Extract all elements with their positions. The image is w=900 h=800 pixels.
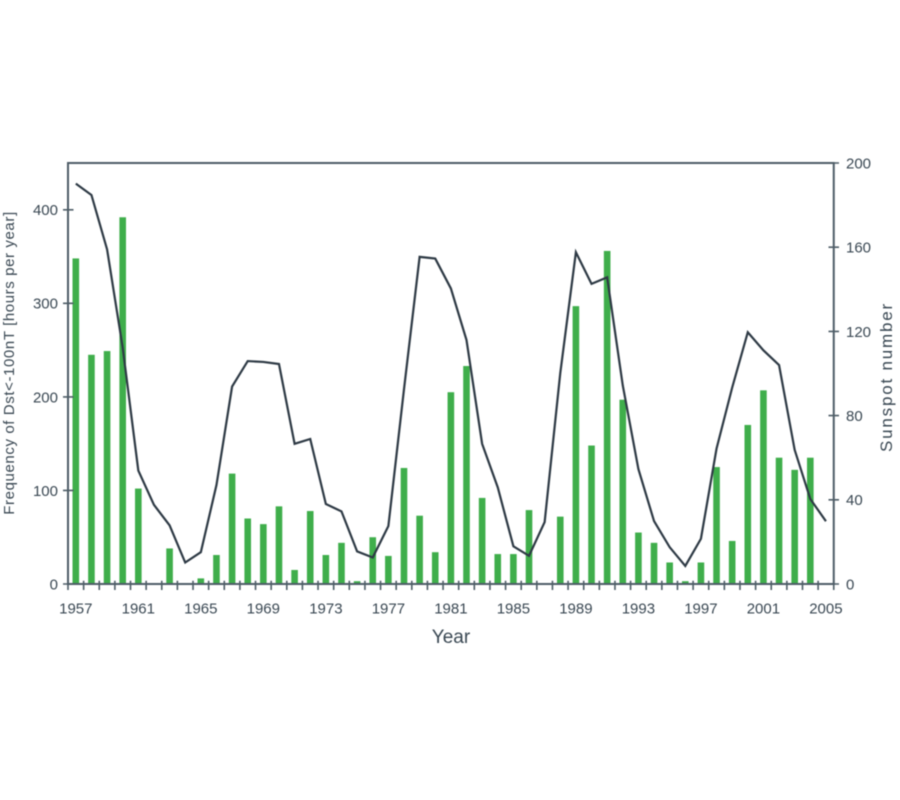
svg-text:1997: 1997	[684, 601, 717, 618]
svg-text:0: 0	[846, 576, 854, 593]
svg-text:1977: 1977	[372, 601, 405, 618]
svg-text:1985: 1985	[497, 601, 530, 618]
svg-text:1989: 1989	[559, 601, 592, 618]
svg-text:200: 200	[33, 389, 58, 406]
svg-text:1993: 1993	[622, 601, 655, 618]
svg-text:120: 120	[846, 324, 871, 341]
svg-text:1981: 1981	[434, 601, 467, 618]
svg-text:400: 400	[33, 202, 58, 219]
svg-text:2005: 2005	[809, 601, 842, 618]
svg-text:1961: 1961	[122, 601, 155, 618]
svg-text:200: 200	[846, 155, 871, 172]
svg-text:100: 100	[33, 483, 58, 500]
svg-text:2001: 2001	[747, 601, 780, 618]
svg-text:Frequency of Dst<-100nT [hours: Frequency of Dst<-100nT [hours per year]	[1, 211, 18, 514]
svg-text:1965: 1965	[184, 601, 217, 618]
svg-text:80: 80	[846, 408, 863, 425]
svg-text:300: 300	[33, 296, 58, 313]
svg-text:1957: 1957	[59, 601, 92, 618]
svg-text:Year: Year	[432, 627, 471, 648]
svg-text:0: 0	[50, 576, 58, 593]
svg-text:Sunspot number: Sunspot number	[877, 302, 896, 452]
svg-text:160: 160	[846, 240, 871, 257]
svg-text:1969: 1969	[247, 601, 280, 618]
svg-text:40: 40	[846, 492, 863, 509]
svg-text:1973: 1973	[309, 601, 342, 618]
